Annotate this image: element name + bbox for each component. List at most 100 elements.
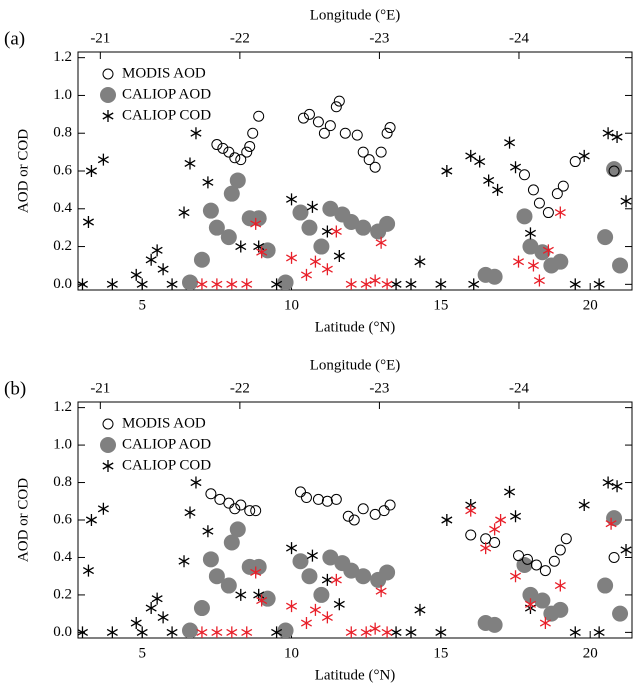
caliop-aod-point <box>220 577 237 594</box>
cod-point <box>130 268 142 281</box>
cod-point <box>593 626 605 638</box>
cod-point <box>250 566 262 579</box>
cod-point <box>85 165 97 177</box>
cod-point <box>256 594 268 607</box>
modis-point <box>223 146 235 158</box>
modis-point <box>244 505 256 517</box>
x2-tick-label: -23 <box>369 380 389 396</box>
y-tick-label: 0.0 <box>53 276 72 292</box>
cod-point <box>369 622 381 635</box>
modis-point <box>489 536 501 548</box>
cod-point <box>151 244 163 257</box>
x2-tick-label: -21 <box>90 380 110 396</box>
cod-point <box>102 460 114 472</box>
cod-point <box>441 165 453 177</box>
modis-point <box>554 544 566 556</box>
cod-point <box>593 278 605 290</box>
caliop-aod-point <box>534 244 551 261</box>
cod-point <box>620 543 632 556</box>
modis-point <box>530 559 542 571</box>
caliop-aod-point <box>229 521 246 538</box>
cod-point <box>211 626 223 638</box>
caliop-aod-point <box>606 510 623 527</box>
cod-point <box>381 626 393 638</box>
y-tick-label: 1.2 <box>53 399 72 415</box>
cod-point <box>345 278 357 290</box>
caliop-aod-point <box>379 564 396 581</box>
cod-point <box>474 155 486 168</box>
modis-point <box>378 505 390 517</box>
cod-point <box>321 573 333 586</box>
cod-point <box>196 626 208 638</box>
cod-point <box>489 523 501 536</box>
caliop-aod-point <box>301 568 318 585</box>
panel: (a) Longitude (°E) Latitude (°N) AOD or COD… <box>4 7 633 335</box>
cod-point <box>184 157 196 170</box>
modis-point <box>205 488 217 500</box>
y-tick-label: 1.2 <box>53 49 72 65</box>
cod-point <box>286 600 298 613</box>
cod-point <box>97 153 109 166</box>
caliop-aod-point <box>208 219 225 236</box>
cod-point <box>166 278 178 290</box>
modis-point <box>312 493 324 505</box>
cod-point <box>78 626 89 638</box>
cod-point <box>202 176 214 189</box>
cod-point <box>241 278 253 290</box>
cod-point <box>300 268 312 281</box>
cod-point <box>211 278 223 290</box>
modis-point <box>557 180 569 192</box>
legend-label: MODIS AOD <box>122 65 206 81</box>
x-tick-label: 20 <box>583 297 598 313</box>
caliop-aod-point <box>597 577 614 594</box>
modis-point <box>384 122 396 134</box>
x-tick-label: 5 <box>138 297 146 313</box>
caliop-aod-point <box>355 219 372 236</box>
y-tick-label: 0.8 <box>53 125 72 141</box>
modis-point <box>465 529 477 541</box>
caliop-aod-point <box>343 214 360 230</box>
cod-point <box>569 626 581 638</box>
modis-point <box>608 165 620 177</box>
cod-point <box>554 206 566 219</box>
caliop-aod-point <box>181 622 198 638</box>
cod-point <box>468 278 480 290</box>
cod-point <box>190 127 202 140</box>
modis-point <box>211 139 223 151</box>
cod-point <box>300 617 312 630</box>
caliop-aod-point <box>486 268 503 285</box>
cod-point <box>145 602 157 615</box>
cod-point <box>157 263 169 276</box>
modis-point <box>569 156 581 168</box>
cod-point <box>136 626 148 638</box>
cod-point <box>136 278 148 290</box>
cod-point <box>578 149 590 162</box>
cod-point <box>130 617 142 630</box>
modis-point <box>551 188 563 200</box>
points <box>78 95 632 290</box>
cod-point <box>202 525 214 538</box>
legend-label: CALIOP COD <box>122 107 211 123</box>
caliop-aod-point <box>250 210 267 227</box>
cod-point <box>82 216 94 228</box>
modis-point <box>235 154 247 166</box>
modis-point <box>294 486 306 498</box>
cod-point <box>435 626 447 638</box>
cod-point <box>441 514 453 526</box>
modis-point <box>521 553 533 565</box>
caliop-aod-point <box>259 590 276 607</box>
modis-point <box>381 127 393 139</box>
cod-point <box>226 626 238 638</box>
x-tick-label: 15 <box>433 645 448 661</box>
modis-point <box>102 418 114 430</box>
cod-point <box>381 278 393 290</box>
cod-point <box>492 183 504 196</box>
cod-point <box>375 236 387 249</box>
cod-point <box>321 225 333 238</box>
cod-point <box>226 278 238 290</box>
caliop-aod-point <box>250 558 267 575</box>
caliop-aod-point <box>606 161 623 178</box>
modis-point <box>229 152 241 164</box>
modis-point <box>321 495 333 507</box>
